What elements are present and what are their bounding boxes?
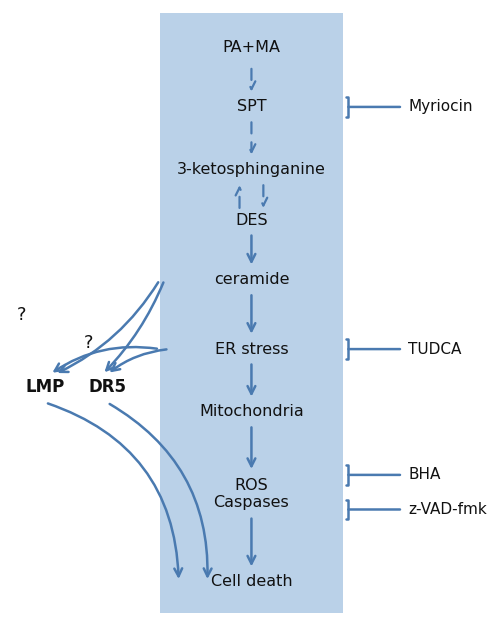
Text: Cell death: Cell death [210, 574, 292, 589]
Text: SPT: SPT [236, 99, 266, 114]
Text: TUDCA: TUDCA [408, 342, 462, 357]
Text: PA+MA: PA+MA [222, 40, 280, 55]
Text: z-VAD-fmk: z-VAD-fmk [408, 502, 487, 517]
FancyBboxPatch shape [160, 13, 343, 613]
Text: ER stress: ER stress [214, 342, 288, 357]
Text: DR5: DR5 [88, 378, 126, 396]
Text: ceramide: ceramide [214, 272, 289, 287]
Text: Mitochondria: Mitochondria [199, 404, 304, 420]
Text: ROS
Caspases: ROS Caspases [214, 477, 290, 510]
Text: DES: DES [235, 213, 268, 228]
Text: Myriocin: Myriocin [408, 99, 473, 114]
Text: 3-ketosphinganine: 3-ketosphinganine [177, 162, 326, 177]
Text: BHA: BHA [408, 467, 441, 482]
Text: ?: ? [84, 334, 93, 352]
Text: ?: ? [16, 306, 26, 323]
Text: LMP: LMP [26, 378, 65, 396]
